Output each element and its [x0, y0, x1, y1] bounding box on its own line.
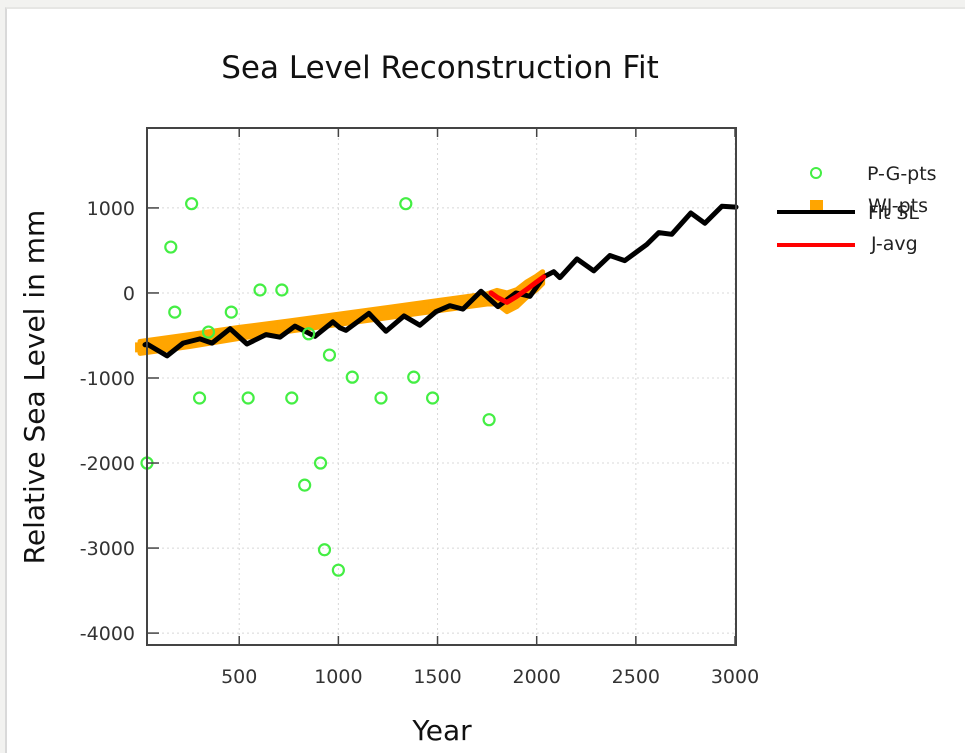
wj-pts-marker	[373, 308, 384, 319]
p-g-pts-marker	[345, 370, 359, 384]
y-tick-label: 0	[123, 283, 135, 305]
x-tick-label: 2000	[513, 666, 561, 688]
wj-pts-marker	[428, 301, 439, 312]
p-g-pts-marker	[313, 456, 328, 470]
x-tick-label: 1000	[314, 666, 362, 688]
x-axis-title: Year	[411, 714, 472, 747]
p-g-pts-marker	[482, 413, 496, 427]
wj-pts-marker	[476, 294, 487, 305]
grid	[147, 128, 736, 645]
p-g-pts-marker	[168, 305, 182, 319]
x-tick-label: 3000	[711, 666, 759, 688]
legend-label: WJ-pts	[868, 195, 928, 217]
legend-label: Fit SL	[868, 202, 919, 224]
wj-pts-marker	[246, 326, 257, 337]
wj-pts-marker	[388, 306, 399, 317]
wj-pts-marker	[150, 340, 161, 351]
p-g-pts-marker	[399, 197, 413, 211]
wj-pts-marker	[349, 312, 360, 323]
legend: P-G-pts WJ-pts Fit SL J-avg	[777, 163, 937, 255]
p-g-pts-marker	[374, 391, 388, 405]
wj-pts-marker	[325, 315, 336, 326]
p-g-pts-marker	[253, 283, 267, 297]
p-g-pts-marker	[425, 391, 440, 405]
x-tick-label: 1500	[413, 666, 461, 688]
line-series	[142, 203, 739, 359]
axes	[146, 127, 737, 646]
p-g-pts-marker	[185, 197, 199, 211]
wj-pts-marker	[135, 342, 146, 353]
p-g-pts-marker	[201, 325, 216, 339]
wj-pts-marker	[460, 296, 471, 307]
p-g-pts-marker	[331, 563, 345, 577]
wj-pts-marker	[269, 323, 280, 334]
wj-pts-marker	[341, 313, 352, 324]
y-tick-label: -4000	[80, 623, 135, 645]
legend-marker-square	[810, 200, 823, 213]
wj-pts-marker	[238, 327, 249, 338]
p-g-pts-series	[140, 197, 496, 577]
p-g-pts-marker	[192, 391, 207, 405]
chart-frame	[5, 7, 965, 753]
p-g-pts-marker	[285, 391, 299, 405]
plot-border	[146, 127, 737, 646]
wj-pts-marker	[254, 325, 265, 336]
y-axis-title: Relative Sea Level in mm	[18, 210, 51, 565]
p-g-pts-marker	[164, 240, 178, 254]
y-tick-label: -3000	[80, 538, 135, 560]
legend-item-p-g-pts: P-G-pts	[810, 163, 937, 185]
wj-pts-marker	[301, 318, 312, 329]
x-tick-label: 500	[221, 666, 257, 688]
ticks: 500 1000 1500 2000 2500 3000 1000 0 -1000 -2000 -3…	[80, 128, 759, 688]
p-g-pts-marker	[302, 327, 316, 341]
wj-pts-marker	[317, 316, 328, 327]
legend-item-wj-pts: WJ-pts	[810, 195, 928, 217]
wj-pts-marker	[420, 302, 431, 313]
wj-pts-marker	[412, 303, 423, 314]
p-g-pts-marker	[241, 391, 255, 405]
p-g-pts-marker	[317, 543, 332, 557]
wj-pts-marker	[166, 338, 177, 349]
wj-pts-marker	[309, 317, 320, 328]
legend-label: J-avg	[870, 233, 918, 255]
p-g-pts-marker	[224, 305, 238, 319]
y-tick-label: 1000	[87, 198, 135, 220]
wj-pts-marker	[285, 320, 296, 331]
p-g-pts-marker	[407, 370, 421, 384]
wj-pts-marker	[277, 321, 288, 332]
wj-pts-marker	[261, 324, 272, 335]
wj-pts-marker	[333, 314, 344, 325]
wj-pts-marker	[222, 329, 233, 340]
chart-title: Sea Level Reconstruction Fit	[221, 50, 658, 86]
fit-sl-line	[142, 203, 739, 359]
wj-pts-marker	[380, 307, 391, 318]
y-tick-label: -1000	[80, 368, 135, 390]
legend-marker-circle	[810, 167, 822, 179]
legend-label: P-G-pts	[867, 163, 937, 185]
wj-pts-marker	[452, 297, 463, 308]
legend-item-j-avg: J-avg	[777, 233, 918, 255]
legend-item-fit-sl: Fit SL	[777, 202, 919, 224]
wj-pts-marker	[404, 304, 415, 315]
wj-pts-marker	[436, 300, 447, 311]
p-g-pts-marker	[275, 283, 289, 297]
wj-pts-marker	[396, 305, 407, 316]
p-g-pts-marker	[322, 348, 337, 362]
wj-pts-marker	[293, 319, 304, 330]
wj-pts-marker	[158, 339, 169, 350]
p-g-pts-marker	[298, 478, 312, 492]
j-avg-line	[488, 274, 547, 305]
x-tick-label: 2500	[612, 666, 660, 688]
wj-pts-marker	[174, 336, 185, 347]
y-tick-label: -2000	[80, 453, 135, 475]
